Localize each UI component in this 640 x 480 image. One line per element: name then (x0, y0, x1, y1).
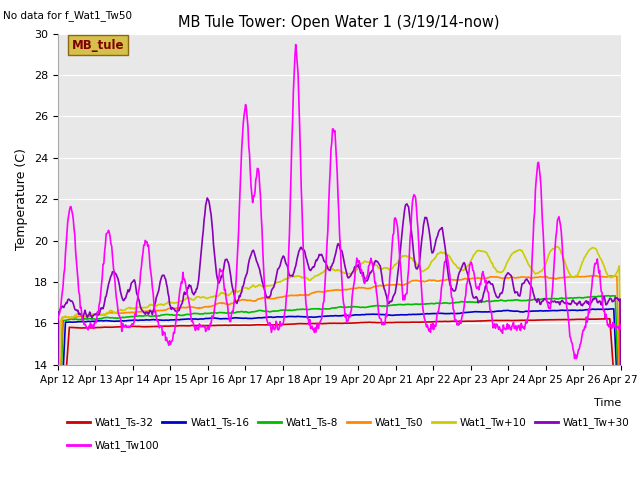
Wat1_Tw+30 (204, 195, 211, 201)
Line: Wat1_Tw100: Wat1_Tw100 (58, 45, 621, 359)
Wat1_Ts-16 (64, 319, 72, 325)
Wat1_Tw+30 (179, 297, 187, 303)
Wat1_Ts-8 (54, 474, 61, 480)
Line: Wat1_Tw+30: Wat1_Tw+30 (58, 198, 621, 427)
Wat1_Ts-16 (122, 318, 129, 324)
Wat1_Tw+10 (179, 298, 187, 304)
Wat1_Ts-8 (604, 293, 612, 299)
Wat1_Tw+30 (408, 238, 416, 243)
Text: MB_tule: MB_tule (72, 38, 124, 51)
Wat1_Ts-32 (604, 316, 611, 322)
Wat1_Tw100 (54, 316, 61, 322)
Wat1_Ts0 (424, 277, 432, 283)
Wat1_Tw+10 (64, 314, 72, 320)
Wat1_Tw100 (209, 315, 216, 321)
Wat1_Tw100 (408, 199, 416, 205)
Wat1_Ts-32 (122, 324, 129, 329)
Wat1_Tw100 (292, 42, 300, 48)
Wat1_Ts-32 (424, 319, 432, 325)
Wat1_Ts-8 (64, 317, 72, 323)
Wat1_Ts0 (179, 304, 187, 310)
Wat1_Ts-8 (122, 314, 129, 320)
Wat1_Ts-16 (179, 316, 187, 322)
Line: Wat1_Ts0: Wat1_Ts0 (58, 276, 621, 480)
Line: Wat1_Ts-32: Wat1_Ts-32 (58, 319, 621, 480)
Wat1_Tw+10 (617, 391, 625, 397)
Wat1_Tw+30 (617, 414, 625, 420)
Y-axis label: Temperature (C): Temperature (C) (15, 148, 28, 250)
Line: Wat1_Tw+10: Wat1_Tw+10 (58, 247, 621, 480)
Wat1_Ts-8 (209, 310, 216, 316)
Wat1_Ts0 (591, 273, 599, 278)
Wat1_Ts-16 (610, 306, 618, 312)
Wat1_Tw100 (571, 356, 579, 361)
Wat1_Ts0 (209, 303, 216, 309)
Wat1_Tw+30 (64, 297, 72, 303)
Wat1_Tw100 (64, 218, 72, 224)
Line: Wat1_Ts-8: Wat1_Ts-8 (58, 296, 621, 477)
Wat1_Ts-16 (424, 311, 432, 317)
Wat1_Ts-32 (617, 472, 625, 478)
Text: Time: Time (593, 398, 621, 408)
Wat1_Tw+30 (54, 424, 61, 430)
Title: MB Tule Tower: Open Water 1 (3/19/14-now): MB Tule Tower: Open Water 1 (3/19/14-now… (179, 15, 500, 30)
Wat1_Tw+10 (408, 255, 415, 261)
Wat1_Tw100 (617, 322, 625, 327)
Wat1_Ts0 (617, 432, 625, 437)
Wat1_Ts-16 (408, 312, 415, 317)
Line: Wat1_Ts-16: Wat1_Ts-16 (58, 309, 621, 480)
Wat1_Ts0 (122, 310, 129, 315)
Wat1_Tw+10 (122, 306, 129, 312)
Wat1_Ts0 (408, 278, 415, 284)
Wat1_Ts-16 (617, 461, 625, 467)
Wat1_Ts0 (64, 314, 72, 320)
Wat1_Ts-32 (408, 319, 415, 325)
Wat1_Ts-32 (64, 347, 72, 352)
Wat1_Tw+30 (122, 295, 129, 301)
Legend: Wat1_Tw100: Wat1_Tw100 (63, 436, 164, 456)
Wat1_Tw+10 (553, 244, 561, 250)
Wat1_Tw+10 (424, 265, 432, 271)
Wat1_Tw100 (425, 328, 433, 334)
Wat1_Tw+30 (210, 241, 218, 247)
Wat1_Ts-8 (424, 301, 432, 307)
Wat1_Ts-32 (179, 323, 187, 329)
Wat1_Ts-8 (408, 301, 415, 307)
Wat1_Tw100 (179, 269, 187, 275)
Text: No data for f_Wat1_Tw50: No data for f_Wat1_Tw50 (3, 11, 132, 22)
Wat1_Tw+30 (425, 226, 433, 232)
Wat1_Ts-8 (179, 312, 187, 318)
Wat1_Ts-8 (617, 460, 625, 466)
Wat1_Ts-16 (209, 315, 216, 321)
Wat1_Tw100 (122, 322, 129, 328)
Wat1_Tw+10 (209, 294, 216, 300)
Wat1_Ts-32 (209, 323, 216, 328)
